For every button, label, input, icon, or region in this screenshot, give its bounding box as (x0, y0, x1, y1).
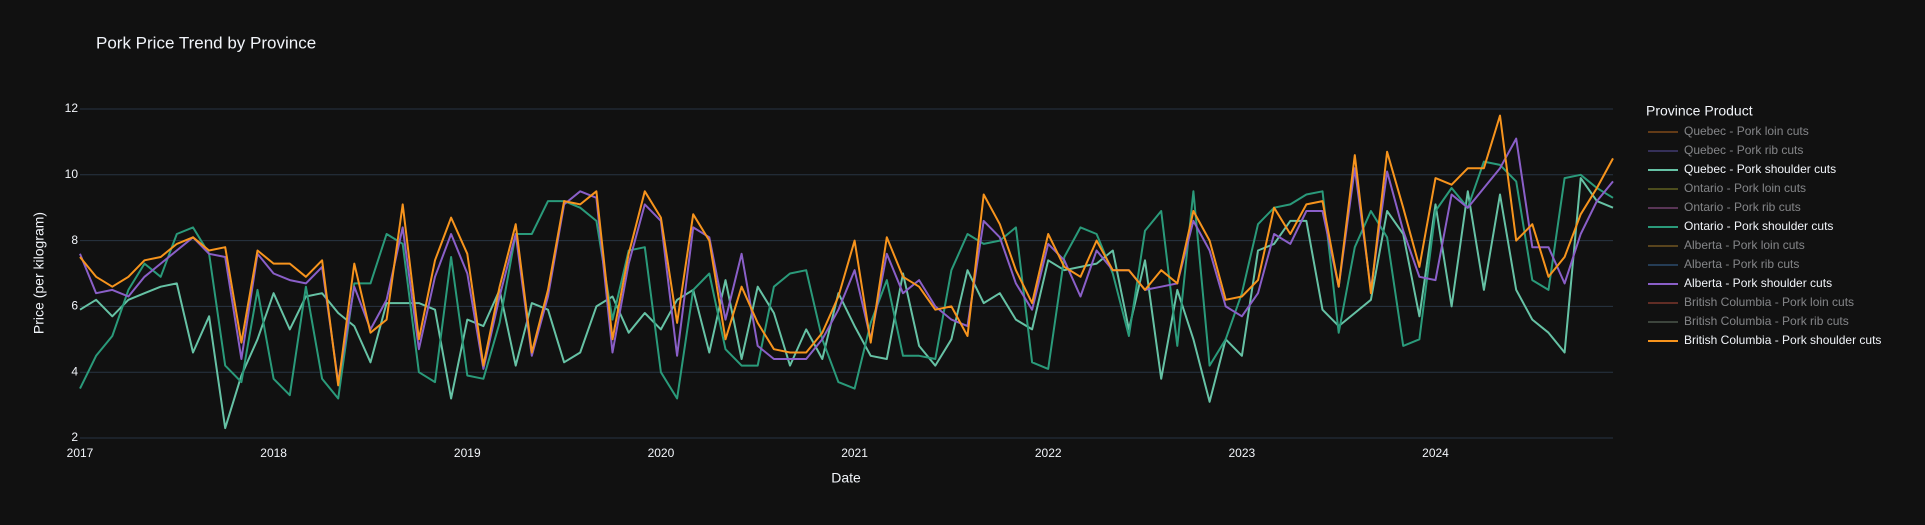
y-tick-label: 12 (65, 101, 79, 115)
legend-label: Ontario - Pork rib cuts (1684, 200, 1801, 214)
x-axis-title: Date (831, 470, 861, 486)
legend-label: British Columbia - Pork loin cuts (1684, 295, 1854, 309)
y-axis-title: Price (per kilogram) (31, 212, 47, 334)
legend-label: Alberta - Pork rib cuts (1684, 257, 1799, 271)
series-line (79, 177, 1614, 430)
x-tick-label: 2024 (1422, 446, 1449, 460)
chart-title: Pork Price Trend by Province (96, 33, 316, 52)
x-tick-label: 2020 (648, 446, 675, 460)
x-tick-label: 2019 (454, 446, 481, 460)
series-line (79, 114, 1614, 387)
x-tick-label: 2021 (841, 446, 868, 460)
legend-label: Quebec - Pork loin cuts (1684, 124, 1809, 138)
legend-label: British Columbia - Pork rib cuts (1684, 314, 1849, 328)
legend-label: Alberta - Pork shoulder cuts (1684, 276, 1832, 290)
x-tick-label: 2022 (1035, 446, 1062, 460)
y-tick-label: 2 (71, 430, 78, 444)
x-tick-label: 2018 (260, 446, 287, 460)
legend-label: Quebec - Pork rib cuts (1684, 143, 1803, 157)
y-tick-label: 8 (71, 233, 78, 247)
y-tick-label: 4 (71, 364, 78, 378)
legend-label: British Columbia - Pork shoulder cuts (1684, 333, 1881, 347)
legend-label: Ontario - Pork loin cuts (1684, 181, 1806, 195)
legend-label: Quebec - Pork shoulder cuts (1684, 162, 1836, 176)
x-tick-label: 2023 (1229, 446, 1256, 460)
legend-title: Province Product (1646, 103, 1753, 119)
legend-label: Ontario - Pork shoulder cuts (1684, 219, 1833, 233)
series-line (79, 160, 1614, 400)
y-tick-label: 10 (65, 167, 79, 181)
y-tick-label: 6 (71, 299, 78, 313)
x-tick-label: 2017 (67, 446, 94, 460)
legend-label: Alberta - Pork loin cuts (1684, 238, 1805, 252)
